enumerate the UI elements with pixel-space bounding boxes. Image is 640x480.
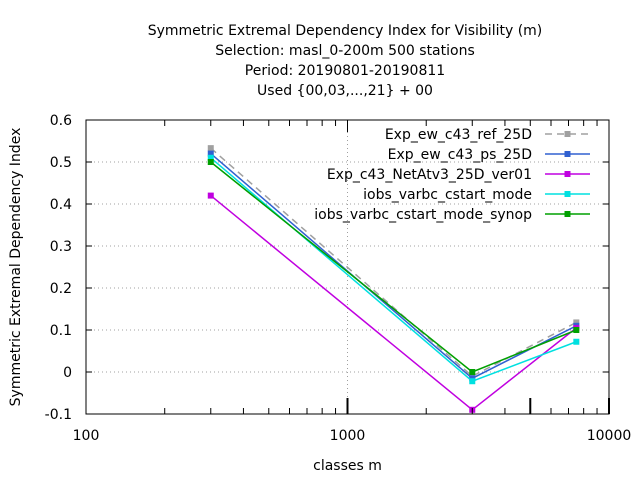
legend-label: Exp_c43_NetAtv3_25D_ver01 <box>327 167 532 183</box>
title-line: Used {00,03,...,21} + 00 <box>257 83 433 99</box>
minor-ticks <box>164 120 610 414</box>
data-point <box>573 338 580 345</box>
data-point <box>469 369 476 375</box>
title-line: Symmetric Extremal Dependency Index for … <box>148 23 543 39</box>
grid <box>86 120 609 414</box>
y-tick-label: 0.1 <box>50 323 72 339</box>
legend-label: Exp_ew_c43_ref_25D <box>385 127 532 143</box>
legend-marker <box>564 191 571 197</box>
x-tick-label: 100 <box>73 428 100 444</box>
data-point <box>207 145 214 152</box>
y-tick-labels: -0.1 0 0.1 0.2 0.3 0.4 0.5 0.6 <box>45 113 609 423</box>
legend: Exp_ew_c43_ref_25D Exp_ew_c43_ps_25D Exp_c… <box>314 127 590 223</box>
chart-title: Symmetric Extremal Dependency Index for … <box>148 23 543 99</box>
data-point <box>207 192 214 199</box>
legend-label: Exp_ew_c43_ps_25D <box>388 147 532 163</box>
x-tick-labels: 100 1000 10000 <box>73 120 632 444</box>
y-tick-label: 0.4 <box>50 197 72 213</box>
y-tick-label: 0.6 <box>50 113 72 129</box>
data-point <box>469 378 476 385</box>
legend-marker <box>564 131 571 137</box>
y-tick-label: 0.3 <box>50 239 72 255</box>
legend-label: iobs_varbc_cstart_mode_synop <box>314 207 532 223</box>
data-point <box>207 154 214 161</box>
series-line <box>210 147 577 378</box>
x-tick-label: 10000 <box>587 428 632 444</box>
y-tick-label: 0.2 <box>50 281 72 297</box>
series-layer <box>207 145 580 413</box>
data-point <box>207 159 214 165</box>
series-4 <box>207 159 580 375</box>
x-axis-label: classes m <box>313 458 382 474</box>
y-axis-label: Symmetric Extremal Dependency Index <box>8 128 24 407</box>
data-point <box>573 327 580 333</box>
series-1 <box>207 150 580 382</box>
legend-marker <box>564 211 571 217</box>
x-tick-label: 1000 <box>330 428 366 444</box>
title-line: Period: 20190801-20190811 <box>245 63 445 79</box>
y-tick-label: 0 <box>63 365 72 381</box>
legend-marker <box>564 151 571 157</box>
legend-label: iobs_varbc_cstart_mode <box>363 187 532 203</box>
title-line: Selection: masl_0-200m 500 stations <box>215 43 475 59</box>
y-tick-label: 0.5 <box>50 155 72 171</box>
data-point <box>573 319 580 326</box>
y-tick-label: -0.1 <box>45 407 72 423</box>
series-2 <box>207 192 580 413</box>
data-point <box>207 150 214 157</box>
series-line <box>210 195 577 411</box>
legend-marker <box>564 171 571 177</box>
